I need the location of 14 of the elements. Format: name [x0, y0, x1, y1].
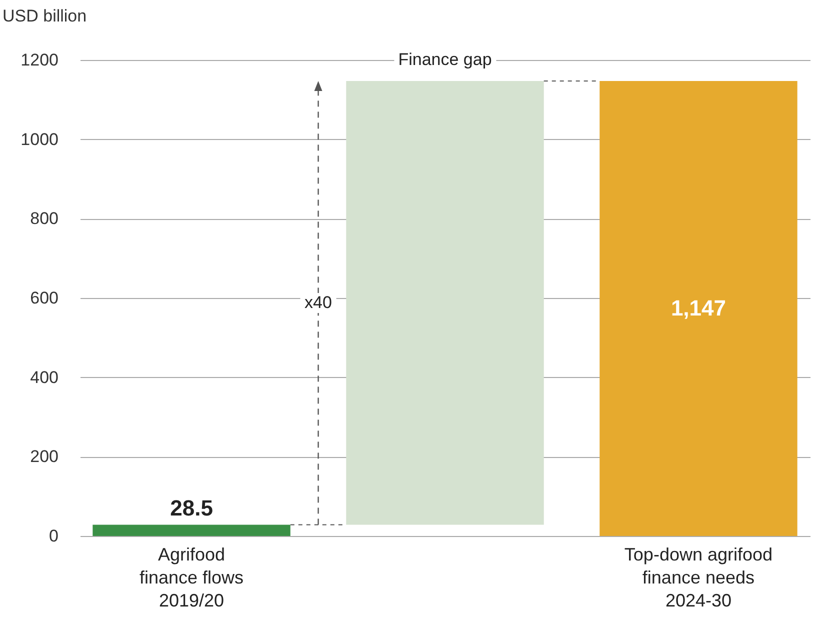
- y-tick-label: 1000: [20, 130, 58, 149]
- y-tick-label: 1200: [20, 50, 58, 70]
- annotation: Finance gap: [394, 50, 496, 70]
- annotation: x40: [300, 292, 336, 313]
- y-tick-label: 200: [30, 447, 58, 466]
- data-label: 1,147: [670, 296, 726, 321]
- x-tick-label: Top-down agrifood finance needs 2024-30: [624, 544, 773, 610]
- y-tick-label: 0: [49, 526, 58, 546]
- y-tick-label: 400: [30, 368, 58, 387]
- y-tick-label: 600: [30, 288, 58, 308]
- y-tick-label: 800: [30, 209, 58, 228]
- data-label: 28.5: [170, 496, 213, 521]
- x-tick-label: Agrifood finance flows 2019/20: [139, 544, 244, 610]
- y-axis-title: USD billion: [2, 6, 87, 26]
